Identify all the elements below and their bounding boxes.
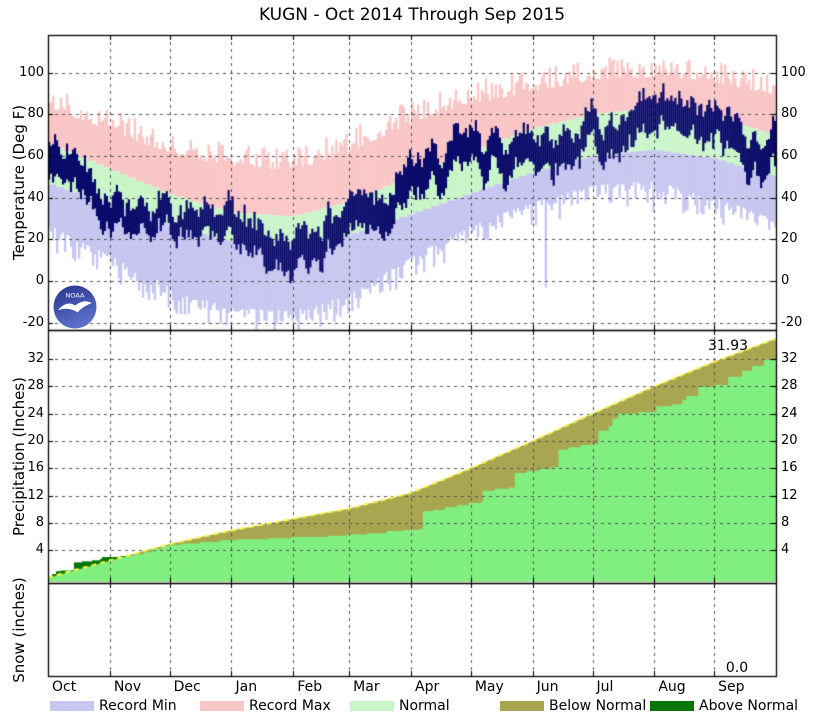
normal-label: Normal	[399, 698, 450, 714]
temp-tick-label-right-40: 40	[781, 189, 798, 205]
temp-tick-label-left-80: 80	[27, 106, 44, 122]
noaa-logo-gull-icon	[58, 301, 92, 313]
normal-swatch	[350, 701, 394, 711]
month-label-feb: Feb	[297, 679, 323, 695]
snow-axis-label: Snow (inches)	[10, 577, 28, 683]
temp-tick-label-right-20: 20	[781, 231, 798, 247]
month-label-nov: Nov	[113, 679, 142, 695]
month-label-sep: Sep	[718, 679, 745, 695]
chart-title: KUGN - Oct 2014 Through Sep 2015	[258, 5, 566, 25]
temp-tick-label-left-20: 20	[27, 231, 44, 247]
temp-tick-label-left-60: 60	[27, 148, 44, 163]
precip-tick-label-right-12: 12	[781, 487, 798, 503]
precip-tick-label-left-4: 4	[35, 542, 44, 558]
precip-tick-label-right-28: 28	[781, 378, 798, 394]
temp-tick-label-right-100: 100	[781, 64, 806, 80]
temp-tick-label-right-80: 80	[781, 106, 798, 122]
temp-tick-label-right-60: 60	[781, 148, 798, 163]
month-label-jan: Jan	[235, 679, 258, 695]
legend-item-record-max: Record Max	[200, 697, 331, 715]
month-label-may: May	[474, 679, 504, 695]
noaa-logo: NOAA	[53, 285, 97, 329]
record-max-label: Record Max	[249, 698, 331, 714]
precip-tick-label-right-32: 32	[781, 351, 798, 367]
below-normal-swatch	[500, 701, 544, 711]
precip-tick-label-right-8: 8	[781, 514, 790, 530]
noaa-logo-text: NOAA	[66, 292, 85, 300]
precip-tick-label-right-4: 4	[781, 542, 790, 558]
temp-tick-label-left-100: 100	[19, 64, 44, 80]
legend-item-above-normal: Above Normal	[650, 697, 798, 715]
record-max-swatch	[200, 701, 244, 711]
precip-tick-label-left-20: 20	[27, 433, 44, 448]
temp-tick-label-left-40: 40	[27, 189, 44, 205]
above-normal-swatch	[650, 701, 694, 711]
precip-tick-label-left-12: 12	[27, 487, 44, 503]
precip-tick-label-left-32: 32	[27, 351, 44, 367]
temp-tick-label-right-0: 0	[781, 273, 790, 289]
precip-total-annotation: 31.93	[707, 338, 749, 354]
above-normal-label: Above Normal	[699, 698, 799, 714]
temp-tick-label-right--20: -20	[781, 314, 803, 330]
record-min-swatch	[50, 701, 94, 711]
month-label-apr: Apr	[415, 679, 440, 695]
below-normal-label: Below Normal	[549, 698, 647, 714]
precip-tick-label-left-16: 16	[27, 460, 44, 476]
precip-tick-label-right-20: 20	[781, 433, 798, 448]
precip-tick-label-left-28: 28	[27, 378, 44, 394]
legend-item-record-min: Record Min	[50, 697, 177, 715]
precip-tick-label-right-16: 16	[781, 460, 798, 476]
legend-item-normal: Normal	[350, 697, 450, 715]
temp-tick-label-left--20: -20	[22, 314, 44, 330]
month-label-dec: Dec	[173, 679, 201, 695]
legend: Record Min Record Max Normal Below Norma…	[0, 697, 827, 717]
month-label-oct: Oct	[52, 679, 77, 695]
record-min-label: Record Min	[99, 698, 177, 714]
month-label-aug: Aug	[658, 679, 686, 695]
legend-item-below-normal: Below Normal	[500, 697, 646, 715]
snow-total-annotation: 0.0	[725, 660, 749, 676]
precip-tick-label-left-8: 8	[35, 514, 44, 530]
precip-tick-label-right-24: 24	[781, 405, 798, 421]
month-label-jul: Jul	[596, 679, 614, 695]
temp-tick-label-left-0: 0	[35, 273, 44, 289]
month-label-mar: Mar	[353, 679, 380, 695]
month-label-jun: Jun	[536, 679, 559, 695]
precip-tick-label-left-24: 24	[27, 405, 44, 421]
